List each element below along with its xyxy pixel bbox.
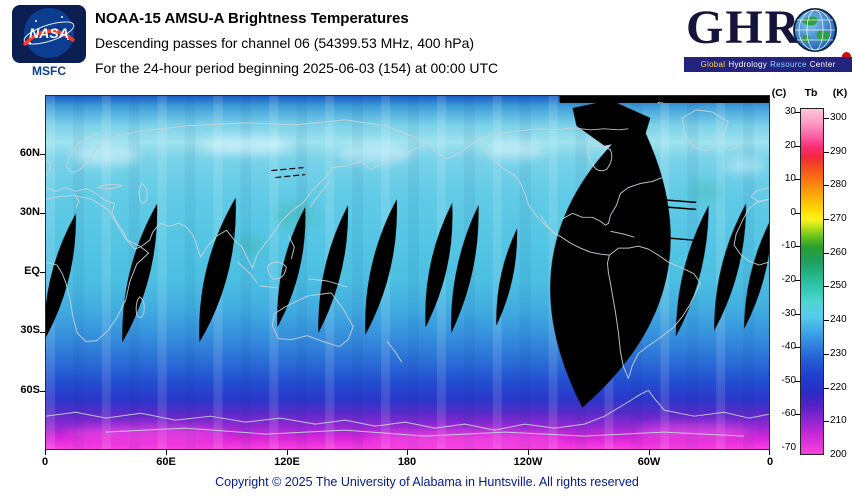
- coastlines: [46, 109, 769, 437]
- celsius-label: 20: [784, 140, 796, 151]
- y-tick-30n: 30N: [19, 206, 40, 218]
- nasa-wordmark: NASA: [29, 25, 69, 41]
- x-tick-180: 180: [397, 456, 417, 468]
- large-gap-swath: [550, 118, 671, 408]
- x-tickmark: [528, 450, 529, 455]
- kelvin-label: 200: [830, 449, 847, 460]
- y-tickmark: [40, 213, 45, 214]
- colorbar-tick: [795, 179, 800, 180]
- kelvin-label: 290: [830, 146, 847, 157]
- x-tick-60w: 60W: [637, 456, 661, 468]
- colorbar-quantity-label: Tb: [804, 87, 818, 99]
- y-tick-eq: EQ: [24, 265, 40, 277]
- celsius-label: -50: [781, 375, 796, 386]
- colorbar-tick: [824, 185, 829, 186]
- y-tickmark: [40, 272, 45, 273]
- data-gap-shapes: [46, 96, 769, 408]
- celsius-label: 30: [784, 106, 796, 117]
- page-subtitle-channel: Descending passes for channel 06 (54399.…: [95, 35, 475, 51]
- kelvin-label: 270: [830, 213, 847, 224]
- top-gap-strip: [559, 96, 769, 103]
- gap-line-artifacts: [271, 167, 697, 241]
- kelvin-label: 210: [830, 415, 847, 426]
- colorbar-tick: [795, 280, 800, 281]
- colorbar-gradient: [800, 108, 824, 455]
- ghrc-tagline: Global Hydrology Resource Center: [684, 57, 852, 72]
- map-canvas: ←: [46, 96, 769, 449]
- msfc-label: MSFC: [32, 64, 66, 78]
- colorbar-tick: [795, 381, 800, 382]
- ghrc-globe-icon: [793, 8, 837, 52]
- colorbar-tick: [795, 146, 800, 147]
- colorbar-tick: [795, 213, 800, 214]
- celsius-label: 0: [790, 207, 796, 218]
- colorbar-tick: [824, 286, 829, 287]
- copyright-text: Copyright © 2025 The University of Alaba…: [215, 475, 639, 489]
- celsius-label: -60: [781, 408, 796, 419]
- colorbar-tick: [795, 314, 800, 315]
- colorbar-tick: [795, 112, 800, 113]
- colorbar-tick: [824, 152, 829, 153]
- kelvin-label: 240: [830, 314, 847, 325]
- y-tickmark: [40, 332, 45, 333]
- colorbar-tick: [824, 219, 829, 220]
- ghrc-logo-letters: GHR: [686, 1, 802, 54]
- ghrc-tagline-word: Center: [809, 60, 836, 69]
- celsius-label: -40: [781, 341, 796, 352]
- celsius-label: -70: [781, 442, 796, 453]
- x-tick-60e: 60E: [156, 456, 176, 468]
- x-tickmark: [649, 450, 650, 455]
- x-tick-0b: 0: [766, 456, 774, 468]
- brightness-temperature-map: ←: [45, 95, 770, 450]
- x-tick-120e: 120E: [274, 456, 300, 468]
- colorbar-tick: [795, 246, 800, 247]
- x-tick-120w: 120W: [513, 456, 543, 468]
- page-subtitle-period: For the 24-hour period beginning 2025-06…: [95, 60, 499, 76]
- x-tickmark: [407, 450, 408, 455]
- celsius-label: -10: [781, 240, 796, 251]
- ghrc-red-dot-icon: [842, 52, 851, 61]
- kelvin-label: 300: [830, 112, 847, 123]
- x-tickmark: [287, 450, 288, 455]
- y-tickmark: [40, 391, 45, 392]
- colorbar-tick: [795, 347, 800, 348]
- y-tick-30s: 30S: [20, 324, 40, 336]
- celsius-label: 10: [784, 173, 796, 184]
- celsius-label: -20: [781, 274, 796, 285]
- celsius-label: -30: [781, 308, 796, 319]
- y-tick-60s: 60S: [20, 384, 40, 396]
- y-tickmark: [40, 154, 45, 155]
- swath-direction-arrow-icon: ←: [656, 96, 665, 106]
- x-tickmark: [166, 450, 167, 455]
- nasa-logo: NASA: [12, 5, 86, 63]
- colorbar-tick: [824, 421, 829, 422]
- ghrc-tagline-word: Global: [700, 60, 726, 69]
- x-tickmark: [45, 450, 46, 455]
- x-tickmark: [769, 450, 770, 455]
- colorbar-tick: [824, 118, 829, 119]
- y-tick-60n: 60N: [19, 147, 40, 159]
- kelvin-label: 280: [830, 179, 847, 190]
- colorbar-tick: [824, 253, 829, 254]
- colorbar-tick: [795, 414, 800, 415]
- colorbar-tick: [824, 320, 829, 321]
- nasa-meatball-icon: NASA: [22, 8, 76, 58]
- ghrc-tagline-word: Hydrology: [728, 60, 768, 69]
- x-tick-0a: 0: [41, 456, 49, 468]
- colorbar-unit-celsius: (C): [771, 87, 787, 99]
- page-title: NOAA-15 AMSU-A Brightness Temperatures: [95, 10, 409, 27]
- colorbar-unit-kelvin: (K): [832, 87, 848, 99]
- kelvin-label: 230: [830, 348, 847, 359]
- colorbar-tick: [824, 388, 829, 389]
- kelvin-label: 220: [830, 382, 847, 393]
- colorbar-tick: [824, 354, 829, 355]
- ghrc-tagline-word: Resource: [770, 60, 807, 69]
- kelvin-label: 250: [830, 280, 847, 291]
- kelvin-label: 260: [830, 247, 847, 258]
